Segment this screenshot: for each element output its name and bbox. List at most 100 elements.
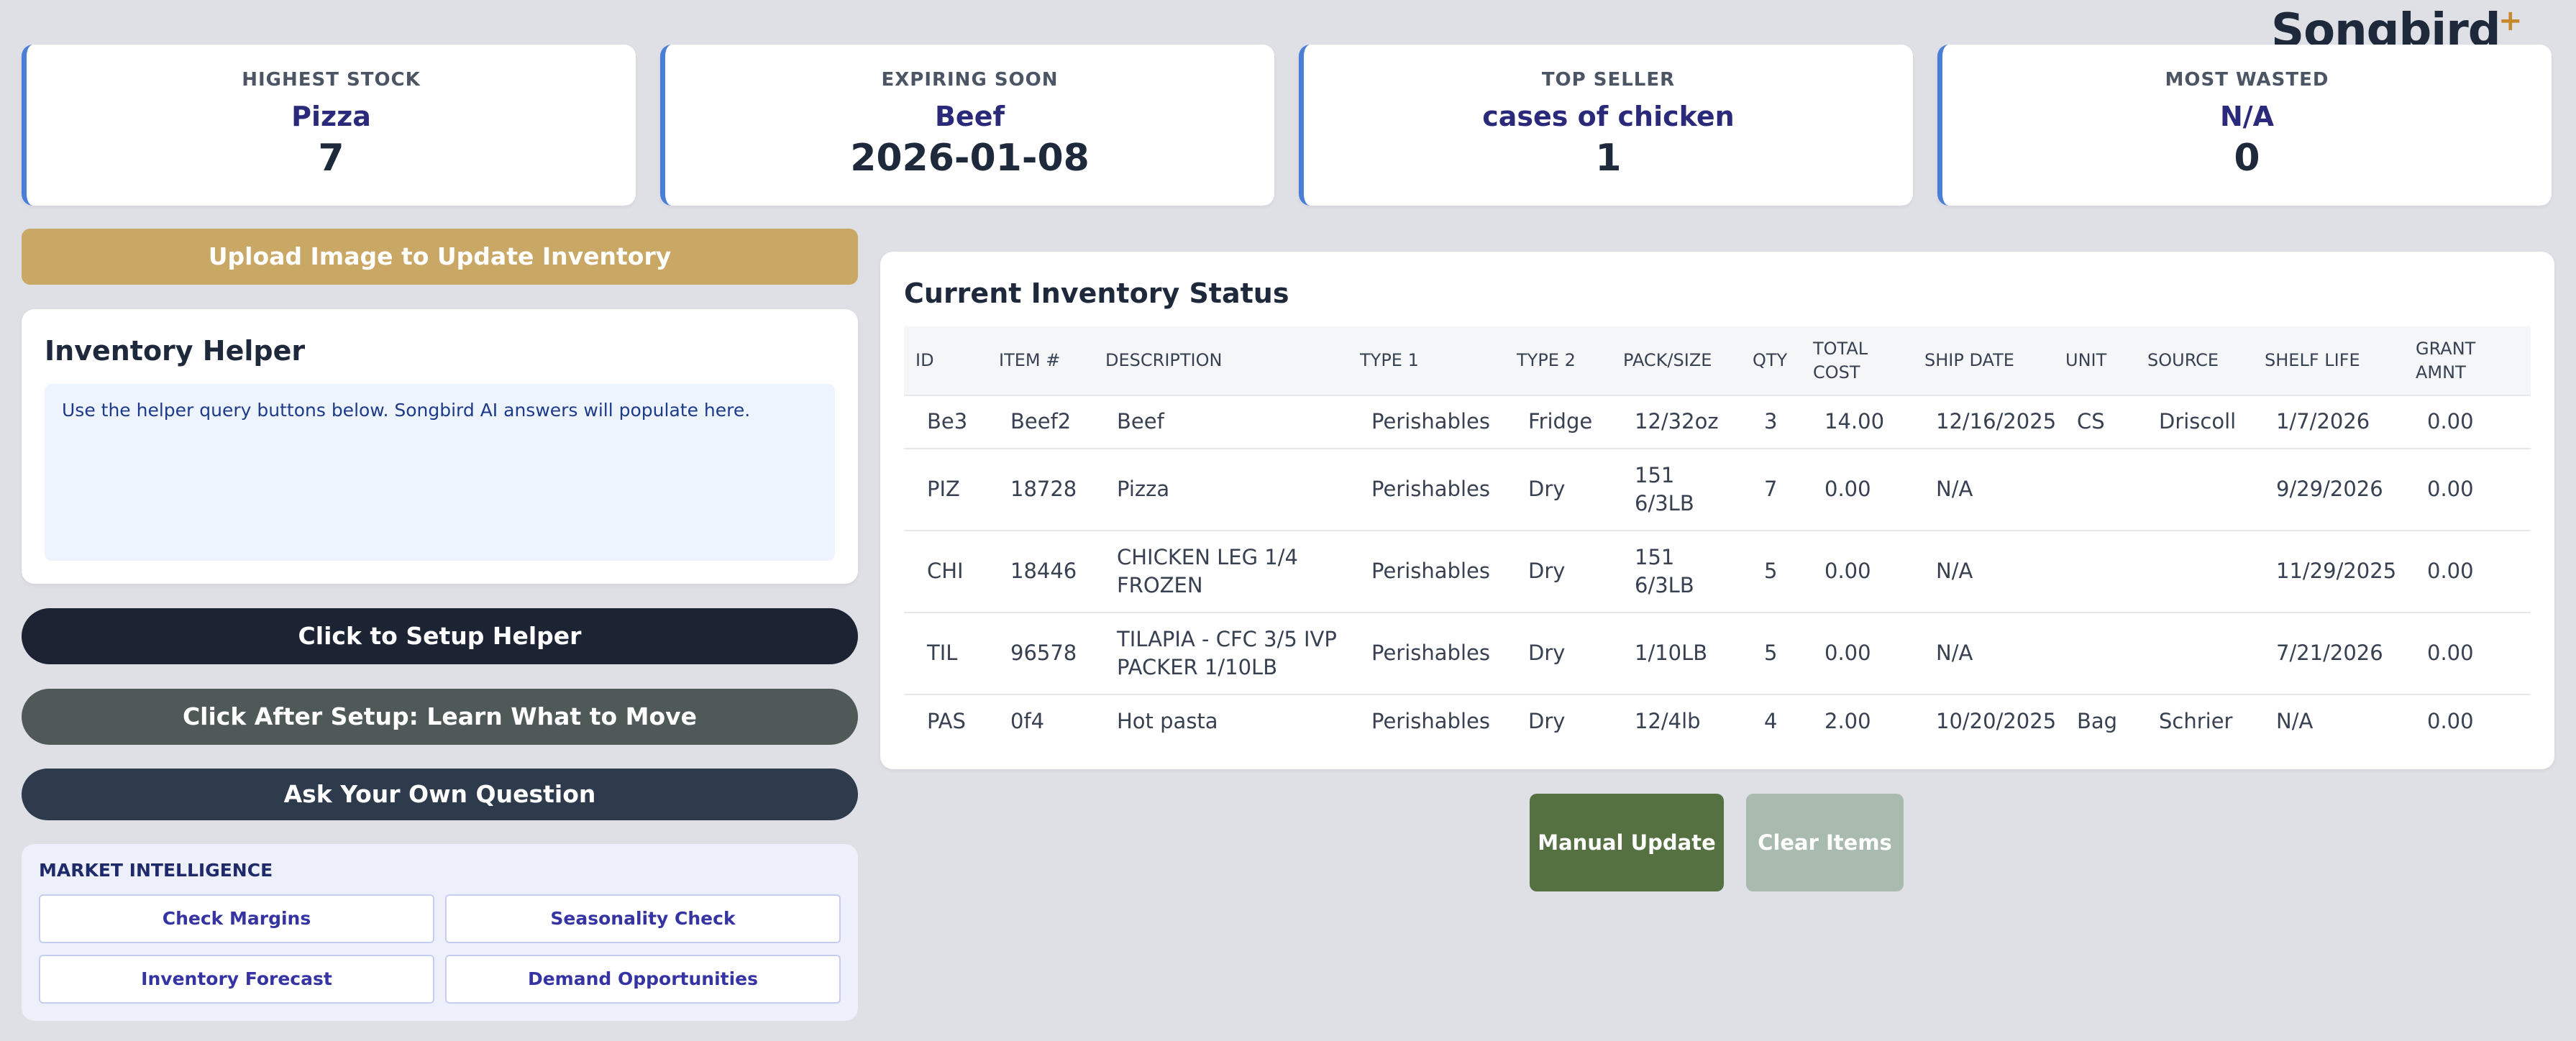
- table-cell: 18728: [987, 449, 1094, 531]
- inventory-forecast-button[interactable]: Inventory Forecast: [39, 955, 434, 1004]
- stat-label: HIGHEST STOCK: [242, 69, 421, 91]
- table-cell: Perishables: [1348, 613, 1505, 695]
- table-cell: N/A: [1913, 613, 2054, 695]
- table-cell: 96578: [987, 613, 1094, 695]
- table-cell: TILAPIA - CFC 3/5 IVP PACKER 1/10LB: [1094, 613, 1348, 695]
- column-header: SHELF LIFE: [2253, 326, 2404, 396]
- clear-items-button[interactable]: Clear Items: [1746, 794, 1904, 891]
- stat-value: 1: [1595, 137, 1622, 180]
- table-cell: 3: [1741, 395, 1801, 449]
- stat-card-top-seller: TOP SELLER cases of chicken 1: [1299, 45, 1913, 206]
- inventory-title: Current Inventory Status: [904, 278, 1289, 309]
- inventory-table: ID ITEM # DESCRIPTION TYPE 1 TYPE 2 PACK…: [904, 326, 2531, 748]
- table-cell: 12/16/2025: [1913, 395, 2056, 449]
- table-row[interactable]: PAS 0f4 Hot pasta Perishables Dry 12/4lb…: [904, 694, 2531, 748]
- table-cell: 4: [1764, 708, 1778, 733]
- table-cell: TIL: [904, 613, 987, 695]
- table-cell: 2.00: [1824, 708, 1871, 733]
- table-cell: Be3: [904, 395, 987, 449]
- table-cell: N/A: [2276, 708, 2314, 733]
- manual-update-button[interactable]: Manual Update: [1530, 794, 1724, 891]
- table-cell: [2054, 613, 2136, 695]
- table-cell: Perishables: [1371, 708, 1490, 733]
- table-row[interactable]: TIL 96578 TILAPIA - CFC 3/5 IVP PACKER 1…: [904, 613, 2531, 695]
- inventory-helper-panel: Inventory Helper Use the helper query bu…: [22, 309, 858, 584]
- table-cell: 151 6/3LB: [1612, 449, 1741, 531]
- table-row[interactable]: CHI 18446 CHICKEN LEG 1/4 FROZEN Perisha…: [904, 531, 2531, 613]
- table-cell: [2054, 449, 2136, 531]
- ask-question-button[interactable]: Ask Your Own Question: [22, 769, 858, 820]
- stat-value: 2026-01-08: [850, 137, 1090, 180]
- table-cell: PIZ: [904, 449, 987, 531]
- table-cell: Bag: [2077, 708, 2118, 733]
- check-margins-button[interactable]: Check Margins: [39, 894, 434, 943]
- stat-card-expiring-soon: EXPIRING SOON Beef 2026-01-08: [660, 45, 1274, 206]
- table-cell: 0f4: [1010, 708, 1045, 733]
- column-header: TYPE 2: [1505, 326, 1612, 396]
- table-cell: 0.00: [2404, 449, 2531, 531]
- table-cell: CS: [2054, 395, 2136, 449]
- table-cell: [2136, 613, 2253, 695]
- demand-opportunities-button[interactable]: Demand Opportunities: [445, 955, 841, 1004]
- table-cell: N/A: [1913, 449, 2054, 531]
- table-cell: 12/4lb: [1635, 708, 1701, 733]
- table-cell: Fridge: [1505, 395, 1612, 449]
- table-cell: Dry: [1505, 613, 1612, 695]
- column-header: QTY: [1741, 326, 1801, 396]
- table-cell: CHICKEN LEG 1/4 FROZEN: [1094, 531, 1348, 613]
- table-cell: PAS: [927, 708, 966, 733]
- table-cell: Driscoll: [2136, 395, 2253, 449]
- market-intelligence-title: MARKET INTELLIGENCE: [39, 860, 273, 881]
- table-cell: Perishables: [1348, 449, 1505, 531]
- table-cell: Pizza: [1094, 449, 1348, 531]
- table-cell: CHI: [904, 531, 987, 613]
- column-header: ITEM #: [987, 326, 1094, 396]
- stat-item-name: Beef: [934, 101, 1005, 132]
- table-cell: [2054, 531, 2136, 613]
- table-cell: Perishables: [1348, 531, 1505, 613]
- stat-label: EXPIRING SOON: [881, 69, 1059, 91]
- table-cell: [2136, 531, 2253, 613]
- stat-card-most-wasted: MOST WASTED N/A 0: [1937, 45, 2552, 206]
- seasonality-check-button[interactable]: Seasonality Check: [445, 894, 841, 943]
- inventory-status-panel: Current Inventory Status ID ITEM # DESCR…: [880, 252, 2554, 769]
- column-header: SOURCE: [2136, 326, 2253, 396]
- stat-item-name: N/A: [2219, 101, 2275, 132]
- table-cell: Dry: [1528, 708, 1566, 733]
- table-cell: 5: [1741, 531, 1801, 613]
- table-row[interactable]: PIZ 18728 Pizza Perishables Dry 151 6/3L…: [904, 449, 2531, 531]
- helper-answer-box: Use the helper query buttons below. Song…: [45, 384, 835, 561]
- stat-item-name: cases of chicken: [1482, 101, 1735, 132]
- table-cell: 0.00: [1801, 531, 1913, 613]
- table-row[interactable]: Be3 Beef2 Beef Perishables Fridge 12/32o…: [904, 395, 2531, 449]
- table-cell: 0.00: [2404, 531, 2531, 613]
- column-header: PACK/SIZE: [1612, 326, 1741, 396]
- table-cell: Beef2: [987, 395, 1094, 449]
- table-header-row: ID ITEM # DESCRIPTION TYPE 1 TYPE 2 PACK…: [904, 326, 2531, 396]
- table-cell: Schrier: [2159, 708, 2233, 733]
- brand-plus-mark: +: [2498, 4, 2523, 37]
- stat-label: MOST WASTED: [2165, 69, 2329, 91]
- stat-label: TOP SELLER: [1541, 69, 1676, 91]
- table-cell: 0.00: [2427, 708, 2474, 733]
- table-cell: [2136, 449, 2253, 531]
- table-cell: 0.00: [2404, 613, 2531, 695]
- table-cell: 0.00: [1801, 449, 1913, 531]
- stat-value: 0: [2234, 137, 2260, 180]
- table-cell: 10/20/2025: [1936, 708, 2057, 733]
- table-cell: 12/32oz: [1612, 395, 1741, 449]
- table-cell: 0.00: [1801, 613, 1913, 695]
- table-cell: 14.00: [1801, 395, 1913, 449]
- column-header: GRANT AMNT: [2404, 326, 2531, 396]
- learn-what-to-move-button[interactable]: Click After Setup: Learn What to Move: [22, 689, 858, 745]
- table-cell: Perishables: [1348, 395, 1505, 449]
- stat-item-name: Pizza: [291, 101, 371, 132]
- stat-card-highest-stock: HIGHEST STOCK Pizza 7: [22, 45, 636, 206]
- column-header: SHIP DATE: [1913, 326, 2054, 396]
- upload-image-button[interactable]: Upload Image to Update Inventory: [22, 229, 858, 285]
- column-header: UNIT: [2054, 326, 2136, 396]
- setup-helper-button[interactable]: Click to Setup Helper: [22, 608, 858, 664]
- column-header: TOTAL COST: [1801, 326, 1913, 396]
- table-cell: 18446: [987, 531, 1094, 613]
- stat-value: 7: [318, 137, 344, 180]
